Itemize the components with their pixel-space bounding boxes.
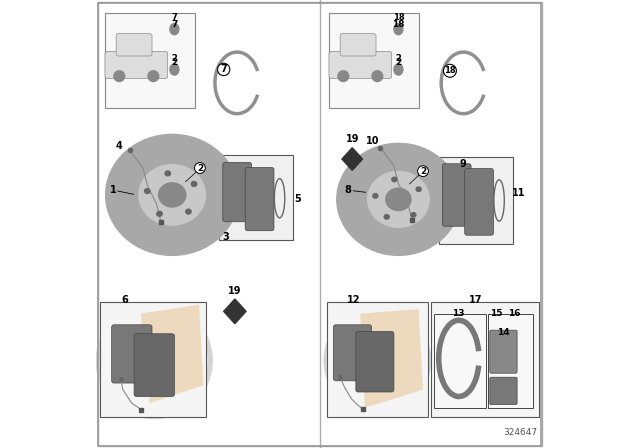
- Polygon shape: [360, 309, 423, 408]
- Text: 10: 10: [366, 136, 380, 146]
- Ellipse shape: [416, 187, 421, 191]
- Text: 18: 18: [392, 20, 404, 29]
- Text: 7: 7: [172, 20, 177, 29]
- Circle shape: [114, 71, 125, 82]
- Text: 2: 2: [197, 164, 203, 172]
- Text: 9: 9: [460, 159, 467, 168]
- Ellipse shape: [157, 211, 163, 216]
- Text: 11: 11: [512, 188, 525, 198]
- Text: 5: 5: [294, 194, 301, 204]
- Polygon shape: [224, 299, 246, 323]
- Ellipse shape: [386, 188, 411, 211]
- Bar: [488, 314, 532, 408]
- Text: 15: 15: [490, 309, 502, 318]
- Text: 2: 2: [420, 167, 426, 176]
- FancyBboxPatch shape: [116, 34, 152, 56]
- Ellipse shape: [139, 165, 205, 225]
- Ellipse shape: [367, 172, 429, 228]
- Ellipse shape: [394, 23, 403, 35]
- Text: 17: 17: [469, 295, 483, 305]
- Bar: [439, 157, 513, 244]
- Text: 7: 7: [220, 65, 227, 74]
- Bar: [435, 314, 486, 408]
- Text: 4: 4: [116, 141, 123, 151]
- Bar: [329, 13, 419, 108]
- Ellipse shape: [170, 64, 179, 75]
- Text: 2: 2: [172, 54, 177, 63]
- Ellipse shape: [373, 194, 378, 198]
- FancyBboxPatch shape: [134, 334, 174, 396]
- Text: 18: 18: [444, 66, 456, 75]
- Polygon shape: [342, 148, 362, 170]
- Text: 14: 14: [497, 328, 510, 337]
- Circle shape: [119, 50, 136, 66]
- Ellipse shape: [106, 134, 239, 255]
- Text: 324647: 324647: [503, 428, 538, 437]
- Ellipse shape: [394, 64, 403, 75]
- Text: 13: 13: [452, 309, 464, 318]
- Ellipse shape: [337, 143, 460, 255]
- FancyBboxPatch shape: [490, 330, 517, 373]
- FancyBboxPatch shape: [356, 332, 394, 392]
- Ellipse shape: [145, 189, 150, 194]
- Circle shape: [148, 71, 159, 82]
- FancyBboxPatch shape: [340, 34, 376, 56]
- Circle shape: [372, 71, 383, 82]
- Bar: [431, 302, 539, 417]
- Text: 19: 19: [346, 134, 359, 144]
- FancyBboxPatch shape: [223, 163, 252, 222]
- Bar: [327, 302, 428, 417]
- Ellipse shape: [384, 215, 389, 219]
- Text: 8: 8: [345, 185, 351, 195]
- FancyBboxPatch shape: [465, 168, 493, 235]
- Polygon shape: [141, 305, 204, 403]
- FancyBboxPatch shape: [99, 2, 541, 446]
- FancyBboxPatch shape: [442, 164, 471, 226]
- Ellipse shape: [159, 183, 186, 207]
- Ellipse shape: [411, 213, 416, 217]
- Text: 19: 19: [228, 286, 242, 296]
- Text: 2: 2: [172, 58, 177, 67]
- Text: 12: 12: [347, 295, 360, 305]
- FancyBboxPatch shape: [105, 52, 168, 78]
- FancyBboxPatch shape: [490, 377, 517, 405]
- Ellipse shape: [191, 181, 196, 186]
- Ellipse shape: [165, 171, 170, 176]
- Ellipse shape: [170, 23, 179, 35]
- Bar: [220, 155, 293, 240]
- Circle shape: [338, 71, 349, 82]
- FancyBboxPatch shape: [112, 325, 152, 383]
- Bar: [105, 13, 195, 108]
- Ellipse shape: [186, 209, 191, 214]
- FancyBboxPatch shape: [329, 52, 392, 78]
- Text: 18: 18: [392, 13, 404, 22]
- FancyBboxPatch shape: [333, 325, 371, 381]
- Text: 2: 2: [396, 54, 401, 63]
- Bar: [100, 302, 206, 417]
- Text: 16: 16: [508, 309, 521, 318]
- Text: 7: 7: [172, 13, 177, 22]
- Circle shape: [346, 50, 362, 66]
- Text: 6: 6: [122, 295, 129, 305]
- FancyBboxPatch shape: [245, 168, 274, 231]
- Text: 1: 1: [109, 185, 116, 195]
- Text: 2: 2: [396, 58, 401, 67]
- Text: 3: 3: [223, 233, 229, 242]
- Ellipse shape: [392, 177, 397, 182]
